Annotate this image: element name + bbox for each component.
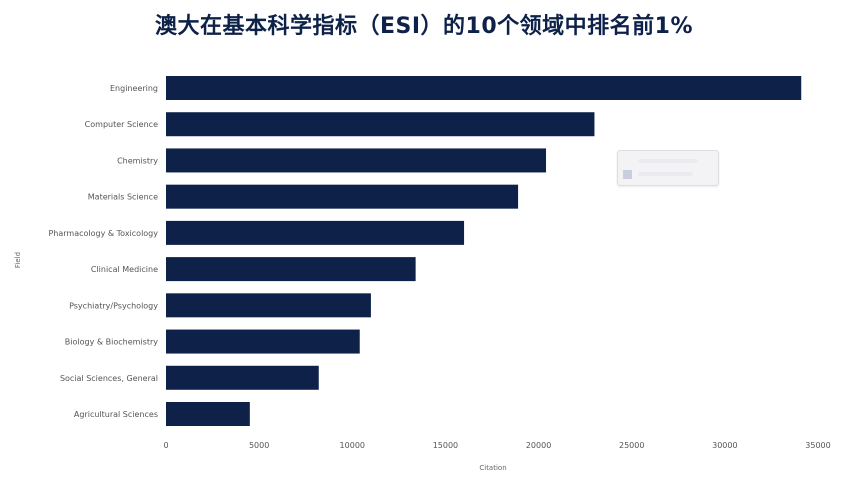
bars-group — [166, 76, 802, 426]
category-label: Computer Science — [85, 120, 158, 129]
x-tick-label: 30000 — [712, 441, 737, 450]
x-tick-label: 0 — [163, 441, 168, 450]
bar[interactable] — [166, 365, 319, 390]
bar[interactable] — [166, 220, 465, 245]
bar[interactable] — [166, 112, 595, 137]
bar[interactable] — [166, 148, 547, 173]
bar[interactable] — [166, 402, 250, 426]
bar[interactable] — [166, 257, 416, 282]
category-label: Agricultural Sciences — [74, 410, 158, 419]
category-label: Engineering — [110, 84, 158, 93]
x-tick-label: 20000 — [526, 441, 551, 450]
category-label: Clinical Medicine — [91, 265, 158, 274]
x-tick-label: 35000 — [805, 441, 830, 450]
x-axis-label: Citation — [479, 464, 506, 472]
bar[interactable] — [166, 184, 519, 209]
tooltip-line — [638, 172, 693, 176]
x-tick-label: 15000 — [433, 441, 458, 450]
category-label: Chemistry — [117, 156, 158, 165]
x-tick-label: 5000 — [249, 441, 269, 450]
x-tick-label: 10000 — [340, 441, 365, 450]
category-label: Pharmacology & Toxicology — [48, 229, 158, 238]
tooltip-swatch — [623, 170, 632, 179]
bar[interactable] — [166, 329, 360, 354]
category-label: Biology & Biochemistry — [65, 338, 158, 347]
tooltip-line — [638, 159, 698, 163]
x-tick-labels: 0 5000 10000 15000 20000 25000 30000 35000 — [163, 441, 830, 450]
category-labels: Engineering Computer Science Chemistry Mate… — [48, 84, 158, 419]
x-tick-label: 25000 — [619, 441, 644, 450]
chart-title: 澳大在基本科学指标（ESI）的10个领域中排名前1% — [154, 14, 694, 39]
y-axis-label: Field — [14, 252, 22, 268]
bar[interactable] — [166, 293, 371, 318]
hover-tooltip — [617, 150, 719, 186]
category-label: Psychiatry/Psychology — [69, 301, 158, 310]
category-label: Social Sciences, General — [60, 374, 158, 383]
category-label: Materials Science — [88, 193, 158, 202]
bar[interactable] — [166, 76, 802, 100]
